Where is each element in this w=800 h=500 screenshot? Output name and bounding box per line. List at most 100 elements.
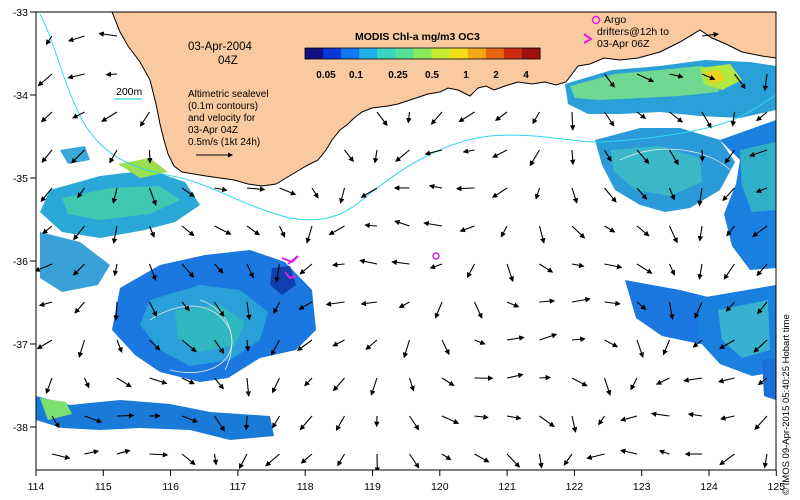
velocity-arrow (181, 263, 195, 278)
velocity-arrow (279, 225, 286, 238)
velocity-arrow (697, 263, 703, 280)
x-tick-label: 116 (162, 481, 179, 493)
velocity-arrow (455, 185, 475, 192)
velocity-arrow (38, 301, 53, 307)
velocity-arrow (83, 377, 90, 389)
velocity-arrow (181, 301, 190, 312)
velocity-arrow (105, 71, 118, 78)
velocity-arrow (722, 187, 735, 202)
velocity-arrow (430, 111, 443, 125)
velocity-arrow (734, 73, 746, 90)
velocity-arrow (214, 301, 225, 318)
velocity-arrow (73, 225, 85, 241)
velocity-arrow (246, 301, 252, 321)
velocity-arrow (109, 149, 118, 164)
sealevel-contours (149, 148, 731, 373)
velocity-arrow (391, 259, 410, 266)
velocity-arrow (506, 453, 521, 468)
velocity-arrow (636, 149, 650, 165)
velocity-arrow (246, 186, 266, 192)
velocity-arrow (360, 187, 378, 198)
velocity-arrow (41, 149, 53, 163)
argo-float-marker (432, 252, 440, 260)
velocity-arrow (72, 111, 85, 119)
velocity-arrow (273, 301, 280, 315)
velocity-arrow (296, 339, 313, 351)
colorbar-cell (503, 48, 523, 59)
colorbar-cell (413, 48, 433, 59)
velocity-arrow (762, 73, 769, 92)
velocity-arrow (274, 263, 281, 283)
velocity-arrow (701, 31, 719, 38)
velocity-arrow (604, 339, 619, 348)
velocity-arrow (683, 377, 703, 383)
velocity-arrow (139, 111, 150, 127)
velocity-arrow (636, 111, 647, 119)
velocity-arrow (111, 225, 118, 244)
velocity-arrow (571, 187, 579, 204)
colorbar-tick-label: 2 (493, 70, 499, 81)
velocity-arrow (214, 339, 225, 354)
velocity-arrow (636, 301, 647, 311)
velocity-arrow (332, 339, 345, 347)
colorbar-tick-label: 0.05 (316, 70, 336, 81)
velocity-arrow (441, 415, 460, 424)
velocity-arrow (84, 449, 100, 455)
velocity-arrow (181, 415, 199, 423)
velocity-arrow (270, 339, 280, 356)
velocity-arrow (701, 111, 712, 129)
velocity-arrow (325, 301, 345, 307)
velocity-arrow (116, 448, 131, 455)
velocity-arrow (36, 263, 53, 272)
velocity-arrow (238, 453, 248, 470)
velocity-arrow (697, 187, 703, 207)
velocity-arrow (725, 301, 735, 312)
velocity-arrow (723, 263, 735, 280)
velocity-arrow (370, 377, 378, 396)
argo-legend-marker (591, 15, 601, 25)
velocity-arrow (571, 336, 586, 343)
velocity-arrow (569, 111, 576, 131)
velocity-arrow (492, 149, 508, 158)
argo-drifters (281, 252, 440, 280)
velocity-arrow (45, 35, 53, 46)
velocity-arrow (67, 73, 85, 80)
velocity-arrow (339, 187, 346, 204)
velocity-arrow (636, 263, 653, 274)
velocity-arrow (51, 415, 60, 429)
colorbar-tick-label: 1 (463, 70, 469, 81)
velocity-arrow (116, 412, 135, 419)
velocity-arrow (474, 339, 486, 345)
velocity-arrow (636, 73, 655, 83)
velocity-arrow (697, 225, 704, 242)
velocity-arrow (749, 149, 768, 158)
velocity-arrow (636, 187, 648, 200)
velocity-arrow (111, 187, 118, 204)
velocity-arrow (491, 187, 508, 198)
velocity-arrow (539, 263, 554, 273)
velocity-arrow (181, 339, 197, 353)
x-axis: 114 115 116 117 118 119 120 121 122 123 124 125 (28, 470, 785, 493)
colorbar-cell (395, 48, 414, 59)
velocity-arrow (337, 453, 345, 467)
velocity-arrow (424, 149, 443, 156)
velocity-arrow (365, 339, 378, 350)
velocity-arrow (441, 377, 455, 387)
colorbar-cell (431, 48, 451, 59)
velocity-arrow (51, 453, 71, 460)
velocity-arrow (730, 111, 737, 127)
velocity-arrow (149, 301, 157, 317)
sealevel-legend: Altimetric sealevel (0.1m contours) and … (188, 89, 269, 158)
y-tick-label: -38 (13, 422, 28, 434)
velocity-arrow (604, 187, 617, 203)
velocity-arrow (376, 111, 388, 127)
velocity-arrow (668, 263, 676, 276)
colorbar-tick-label: 0.5 (425, 70, 439, 81)
velocity-arrow (331, 261, 345, 268)
velocity-arrow (214, 186, 228, 193)
velocity-arrow (149, 339, 161, 351)
velocity-arrow (603, 377, 612, 396)
velocity-arrow (214, 377, 224, 390)
velocity-arrow (265, 453, 280, 467)
velocity-arrow (246, 263, 254, 279)
